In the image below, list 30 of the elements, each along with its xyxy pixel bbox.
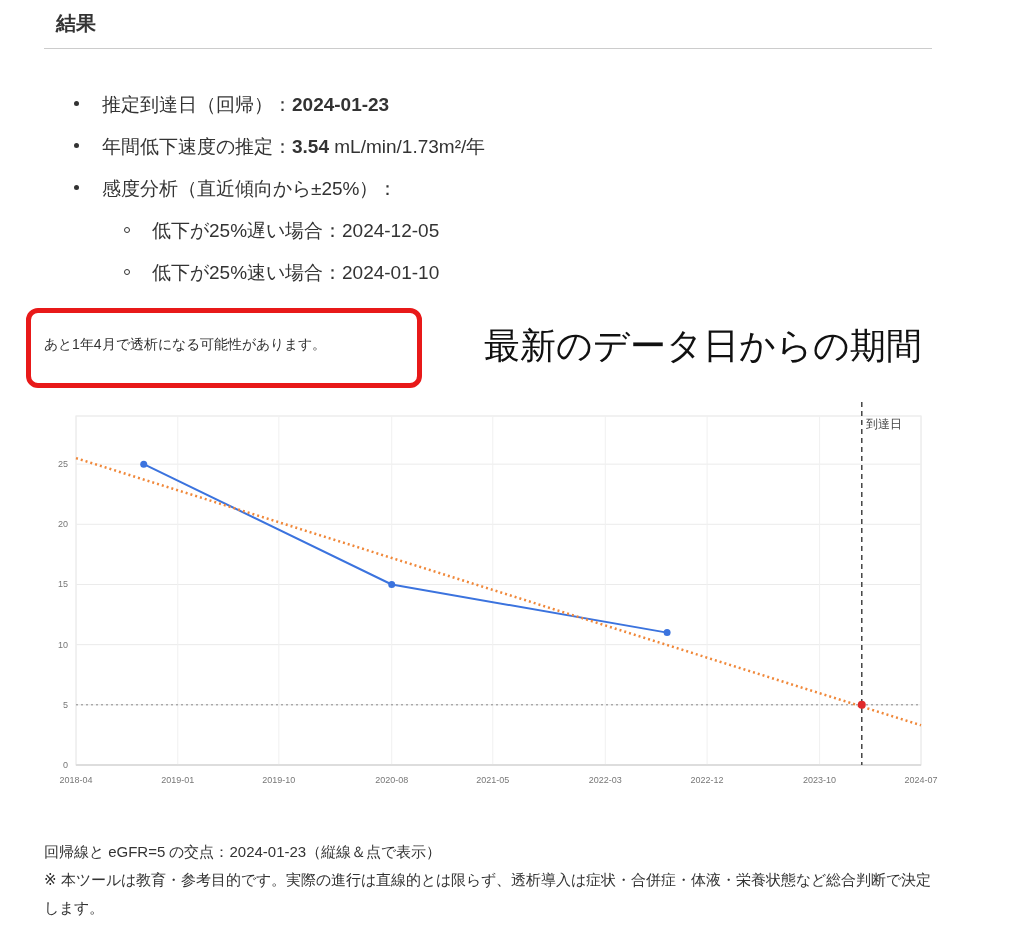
y-tick-label: 15: [57, 579, 68, 590]
point: [140, 460, 148, 468]
x-tick-label: 2018-04: [59, 775, 93, 785]
x-tick-label: 2020-08: [375, 775, 409, 785]
text: 低下が25%遅い場合：2024-12-05: [152, 219, 440, 243]
y-tick-label: 20: [57, 519, 68, 530]
y-tick-label: 10: [57, 639, 68, 650]
text: 最新のデータ日からの期間: [484, 324, 922, 368]
x-tick-label: 2019-10: [262, 775, 296, 785]
x-tick-label: 2022-03: [588, 775, 622, 785]
x-tick-label: 2021-05: [476, 775, 510, 785]
chart-title: 結果: [56, 11, 96, 36]
x-tick-label: 2022-12: [690, 775, 724, 785]
point: [857, 700, 866, 709]
x-tick-label: 2024-07: [904, 775, 938, 785]
text: ※ 本ツールは教育・参考目的です。実際の進行は直線的とは限らず、透析導入は症状・合併症・体液・栄養状態など総合判断で決定します。: [44, 870, 932, 918]
text: 推定到達日（回帰）：2024-01-23: [102, 93, 390, 117]
point: [663, 629, 671, 637]
x-tick-label: 2023-10: [803, 775, 837, 785]
x-tick-label: 2019-01: [161, 775, 195, 785]
y-tick-label: 5: [62, 699, 68, 710]
text: 回帰線と eGFR=5 の交点：2024-01-23（縦線＆点で表示）: [44, 842, 443, 862]
point: [388, 580, 396, 588]
text: あと1年4月で透析になる可能性があります。: [44, 336, 326, 354]
y-tick-label: 25: [57, 459, 68, 470]
ref-line-label: 到達日: [865, 417, 902, 431]
text: 低下が25%速い場合：2024-01-10: [152, 261, 440, 285]
text: 感度分析（直近傾向から±25%）：: [102, 177, 398, 201]
text: 年間低下速度の推定：3.54 mL/min/1.73m²/年: [102, 135, 486, 159]
y-tick-label: 0: [62, 760, 68, 770]
